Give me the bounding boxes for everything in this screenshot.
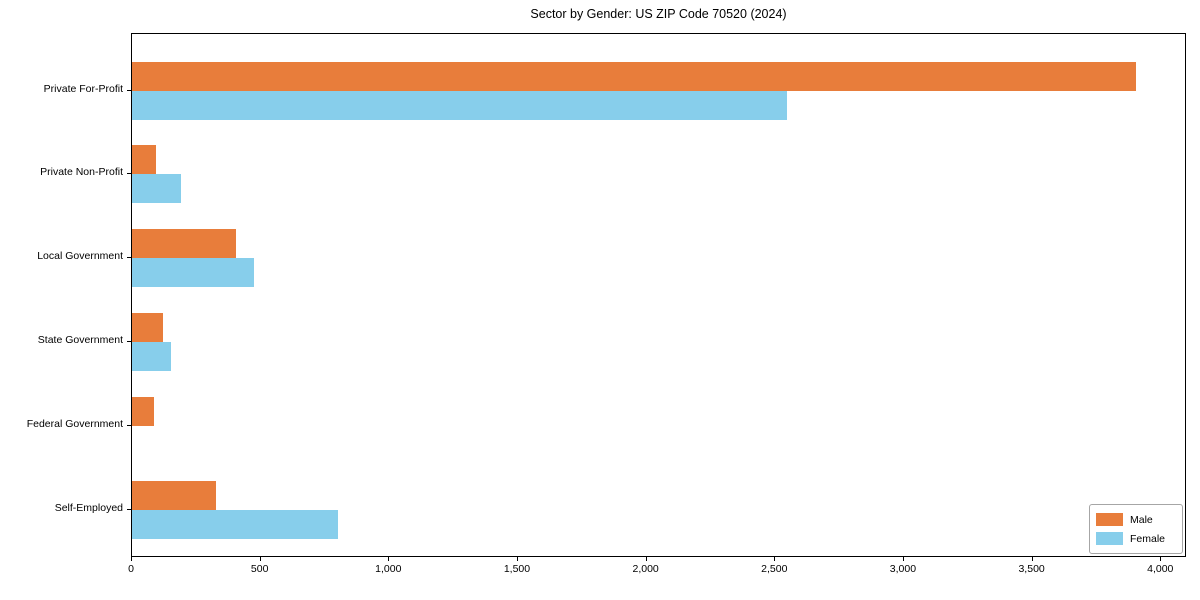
- y-tick-label-private-non-profit: Private Non-Profit: [40, 166, 123, 179]
- bar-male-private-non-profit: [132, 145, 157, 175]
- x-tick-label-500: 500: [250, 563, 269, 575]
- bar-male-private-for-profit: [132, 61, 1136, 91]
- y-axis-tick: [127, 257, 131, 259]
- x-tick-label-0: 0: [128, 563, 134, 575]
- y-tick-label-private-for-profit: Private For-Profit: [43, 82, 123, 95]
- y-axis-tick: [127, 173, 131, 175]
- x-axis-tick: [516, 557, 518, 561]
- y-axis-tick: [127, 424, 131, 426]
- x-axis-tick: [259, 557, 261, 561]
- x-tick-label-3-000: 3,000: [889, 563, 917, 575]
- bar-male-state-government: [132, 312, 163, 342]
- x-axis-tick: [1160, 557, 1162, 561]
- bar-female-private-for-profit: [132, 90, 787, 120]
- plot-area: [131, 33, 1186, 557]
- legend-swatch-female: [1096, 532, 1123, 545]
- x-axis-tick: [131, 557, 132, 561]
- y-axis-tick: [127, 89, 131, 91]
- y-axis-tick: [127, 508, 131, 510]
- legend-item-female: Female: [1096, 529, 1176, 548]
- y-tick-label-self-employed: Self-Employed: [54, 501, 123, 514]
- legend-label-male: Male: [1130, 513, 1153, 526]
- bar-male-federal-government: [132, 396, 154, 426]
- y-tick-label-federal-government: Federal Government: [26, 417, 123, 430]
- x-axis-tick: [902, 557, 904, 561]
- x-axis-tick: [388, 557, 390, 561]
- x-tick-label-2-000: 2,000: [632, 563, 659, 575]
- x-axis-tick: [645, 557, 647, 561]
- x-tick-label-2-500: 2,500: [761, 563, 788, 575]
- legend: Male Female: [1089, 504, 1183, 554]
- bar-female-self-employed: [132, 509, 338, 539]
- x-tick-label-4-000: 4,000: [1147, 563, 1174, 575]
- legend-swatch-male: [1096, 513, 1123, 526]
- bar-female-state-government: [132, 341, 171, 371]
- bar-female-private-non-profit: [132, 174, 181, 204]
- y-tick-label-local-government: Local Government: [37, 250, 123, 263]
- bar-female-local-government: [132, 258, 255, 288]
- x-axis-tick: [774, 557, 776, 561]
- x-tick-label-1-500: 1,500: [503, 563, 531, 575]
- y-axis-tick: [127, 340, 131, 342]
- legend-label-female: Female: [1130, 532, 1166, 545]
- x-tick-label-3-500: 3,500: [1018, 563, 1045, 575]
- bar-male-local-government: [132, 229, 237, 259]
- bar-male-self-employed: [132, 480, 216, 510]
- legend-item-male: Male: [1096, 510, 1176, 529]
- chart-title: Sector by Gender: US ZIP Code 70520 (202…: [530, 7, 787, 21]
- x-axis-tick: [1031, 557, 1033, 561]
- x-tick-label-1-000: 1,000: [375, 563, 402, 575]
- y-tick-label-state-government: State Government: [37, 333, 123, 346]
